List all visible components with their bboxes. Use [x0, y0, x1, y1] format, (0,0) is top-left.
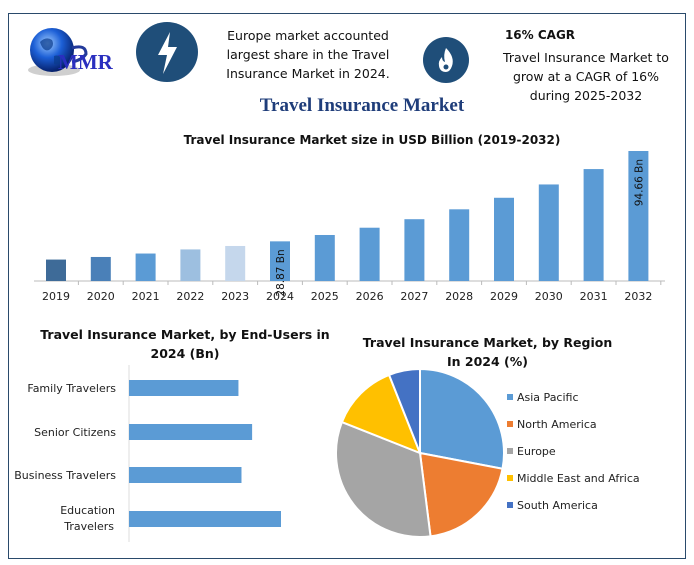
- cagr-title: 16% CAGR: [504, 28, 576, 42]
- data-label: 28.87 Bn: [275, 249, 287, 296]
- bar-Senior Citizens: [129, 424, 253, 440]
- page-title: Travel Insurance Market: [259, 95, 465, 116]
- category-label: Business Travelers: [14, 469, 116, 482]
- category-label: Education: [60, 504, 115, 517]
- end-users-title: Travel Insurance Market, by End-Users in…: [40, 325, 330, 363]
- x-tick-label: 2029: [490, 290, 518, 303]
- legend-swatch: [507, 475, 513, 481]
- x-tick-label: 2028: [445, 290, 473, 303]
- x-tick-label: 2032: [624, 290, 652, 303]
- region-title-text: Travel Insurance Market, by Region In 20…: [362, 335, 613, 369]
- x-tick-label: 2026: [356, 290, 384, 303]
- end-users-title-text: Travel Insurance Market, by End-Users in…: [40, 327, 330, 361]
- legend-swatch: [507, 448, 513, 454]
- insight-europe: Europe market accounted largest share in…: [226, 28, 390, 81]
- infographic-frame: [8, 13, 686, 559]
- category-label: Travelers: [63, 520, 114, 533]
- legend-swatch: [507, 421, 513, 427]
- bar-Education Travelers: [129, 511, 281, 527]
- bar-2024: [270, 241, 290, 281]
- bar-2020: [90, 256, 111, 281]
- x-tick-label: 2022: [176, 290, 204, 303]
- x-tick-label: 2031: [580, 290, 608, 303]
- insight-cagr: Travel Insurance Market to grow at a CAG…: [503, 50, 669, 103]
- mmr-logo: MMR: [22, 22, 134, 84]
- legend-label: South America: [517, 499, 598, 512]
- bar-2030: [538, 184, 559, 281]
- x-tick-label: 2020: [87, 290, 115, 303]
- legend-swatch: [507, 502, 513, 508]
- x-tick-label: 2027: [400, 290, 428, 303]
- x-tick-label: 2025: [311, 290, 339, 303]
- slice-asia-pacific: [419, 367, 505, 470]
- globe-icon: [28, 28, 88, 76]
- legend-swatch: [507, 394, 513, 400]
- bar-2027: [404, 219, 425, 281]
- slice-europe: [335, 420, 432, 538]
- legend-label: Asia Pacific: [517, 391, 579, 404]
- category-label: Senior Citizens: [34, 426, 116, 439]
- category-label: Family Travelers: [27, 382, 116, 395]
- slice-north-america: [418, 451, 504, 538]
- bar-2025: [314, 234, 335, 281]
- region-title: Travel Insurance Market, by Region In 20…: [355, 333, 620, 371]
- bar-2021: [135, 253, 156, 281]
- slice-south-america: [387, 367, 421, 454]
- bar-2031: [583, 169, 604, 281]
- bar-2023: [225, 245, 246, 281]
- bar-2029: [494, 197, 514, 281]
- x-tick-label: 2021: [132, 290, 160, 303]
- bar-chart-title: Travel Insurance Market size in USD Bill…: [183, 133, 561, 147]
- slice-middle-east-and-africa: [340, 373, 422, 455]
- legend-label: Europe: [517, 445, 556, 458]
- bar-2019: [46, 259, 66, 281]
- x-tick-label: 2024: [266, 290, 294, 303]
- bar-Family Travelers: [129, 380, 239, 396]
- bar-2028: [449, 209, 470, 281]
- legend-label: North America: [517, 418, 597, 431]
- bar-Business Travelers: [129, 467, 242, 483]
- region-pie-chart: Asia Pacific North America Europe Middle Ea…: [335, 367, 640, 538]
- x-tick-label: 2019: [42, 290, 70, 303]
- data-label: 94.66 Bn: [633, 159, 645, 206]
- bar-2032: [628, 151, 649, 281]
- lightning-icon: [136, 22, 198, 82]
- x-tick-label: 2023: [221, 290, 249, 303]
- end-users-chart: Family Travelers Senior Citizens Business …: [14, 365, 281, 542]
- bar-2026: [359, 227, 380, 281]
- legend-label: Middle East and Africa: [517, 472, 640, 485]
- bar-2022: [180, 249, 201, 281]
- x-tick-label: 2030: [535, 290, 563, 303]
- logo-text: MMR: [58, 50, 113, 74]
- flame-icon: [423, 37, 469, 83]
